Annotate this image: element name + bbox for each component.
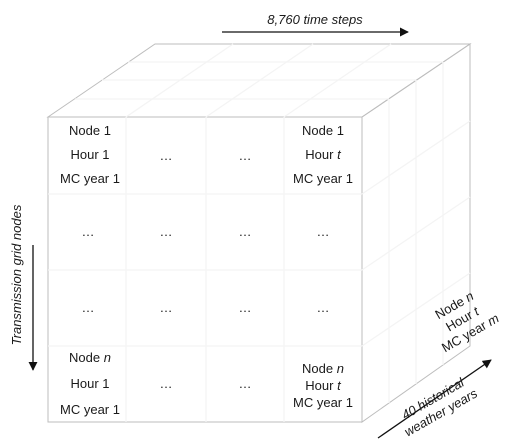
ellipsis: … [239,224,252,239]
cell-line: MC year 1 [293,395,353,410]
cell-line: Node 1 [69,123,111,138]
cell-line: MC year 1 [60,402,120,417]
ellipsis: … [239,148,252,163]
ellipsis: … [160,148,173,163]
ellipsis: … [82,224,95,239]
cell-line: MC year 1 [60,171,120,186]
cell-line: Node n [69,350,111,365]
ellipsis: … [82,300,95,315]
top-grid [75,43,443,118]
ellipsis: … [317,300,330,315]
nodes-axis-label: Transmission grid nodes [9,204,24,345]
time-axis-label: 8,760 time steps [267,12,363,27]
cell-line: Node n [302,361,344,376]
cell-noden-hour1: Node n Hour 1 MC year 1 [60,350,120,417]
side-grid [361,62,471,403]
ellipsis: … [160,224,173,239]
front-grid [48,117,362,422]
cell-line: Hour t [305,378,342,393]
cell-noden-hourt: Node n Hour t MC year 1 [293,361,353,410]
weather-years-axis-arrow [377,359,492,439]
ellipsis: … [317,224,330,239]
ellipsis-cells: … … … … … … … … … … … … [82,148,330,391]
ellipsis: … [160,300,173,315]
cell-line: Hour t [305,147,342,162]
cell-line: Node 1 [302,123,344,138]
cell-line: Hour 1 [70,147,109,162]
cell-node1-hour1: Node 1 Hour 1 MC year 1 [60,123,120,186]
side-face-label: Node n Hour t MC year m [432,288,501,355]
ellipsis: … [239,376,252,391]
cell-node1-hourt: Node 1 Hour t MC year 1 [293,123,353,186]
ellipsis: … [160,376,173,391]
cell-line: Hour 1 [70,376,109,391]
cell-line: MC year 1 [293,171,353,186]
ellipsis: … [239,300,252,315]
